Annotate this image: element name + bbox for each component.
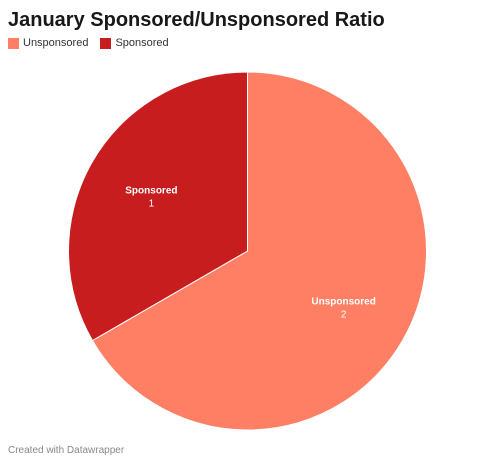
pie-slice-sponsored <box>68 71 248 342</box>
slice-label-sponsored: Sponsored <box>125 186 177 197</box>
slice-value-unsponsored: 2 <box>341 309 347 320</box>
legend-label-sponsored: Sponsored <box>115 37 169 49</box>
chart-title: January Sponsored/Unsponsored Ratio <box>8 9 385 31</box>
pie-slice-unsponsored <box>91 71 427 431</box>
legend-item-sponsored: Sponsored <box>100 36 169 50</box>
legend-label-unsponsored: Unsponsored <box>23 37 89 49</box>
pie-labels: Unsponsored 2 Sponsored 1 <box>125 186 376 321</box>
legend-item-unsponsored: Unsponsored <box>8 36 88 50</box>
legend-swatch-unsponsored <box>8 37 19 49</box>
legend: Unsponsored Sponsored <box>8 36 181 50</box>
footer-credit: Created with Datawrapper <box>8 445 125 456</box>
slice-value-sponsored: 1 <box>149 199 155 210</box>
slice-label-unsponsored: Unsponsored <box>311 296 375 307</box>
legend-swatch-sponsored <box>100 37 112 49</box>
pie-slices <box>68 71 427 431</box>
